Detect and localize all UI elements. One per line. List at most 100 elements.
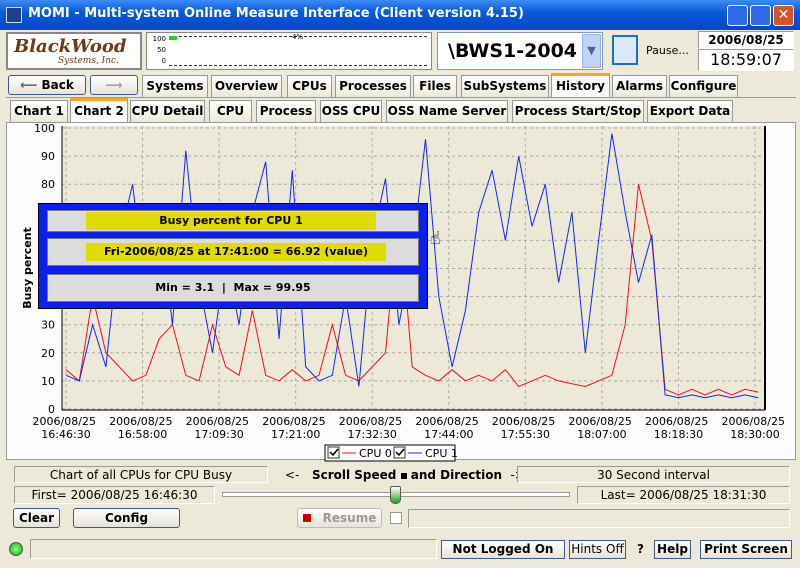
- gauge-tick: 0: [161, 57, 166, 65]
- minimize-button[interactable]: [727, 5, 748, 26]
- popup-row: Busy percent for CPU 1: [47, 210, 419, 232]
- app-icon: [6, 7, 22, 23]
- login-button[interactable]: Not Logged On: [441, 540, 565, 559]
- tab[interactable]: OSS CPU: [320, 100, 382, 122]
- pause-icon: [612, 35, 638, 65]
- y-tick-label: 90: [41, 150, 55, 163]
- legend-check: [329, 448, 339, 457]
- config-button[interactable]: Config: [73, 508, 180, 528]
- x-tick-time: 18:30:00: [730, 428, 779, 441]
- tab[interactable]: Alarms: [612, 75, 667, 97]
- legend-check: [395, 448, 405, 457]
- status-light: [9, 542, 23, 556]
- tab[interactable]: CPU Detail: [130, 100, 205, 122]
- tab[interactable]: Chart 2: [70, 98, 128, 122]
- tab[interactable]: Overview: [211, 75, 282, 97]
- resume-button[interactable]: Resume: [297, 508, 382, 528]
- x-tick-label: 2006/08/25 16:58:00: [109, 415, 176, 441]
- scroll-caption: <- Scroll Speed and Direction ->: [285, 468, 525, 482]
- tab[interactable]: OSS Name Server: [386, 100, 508, 122]
- x-tick-time: 18:07:00: [577, 428, 626, 441]
- hints-button[interactable]: Hints Off: [569, 540, 626, 559]
- gauge: 100 50 0 4%: [146, 32, 432, 70]
- tab[interactable]: Chart 1: [10, 100, 68, 122]
- resume-icon: [302, 514, 311, 522]
- gauge-ticks: 100 50 0: [150, 34, 166, 67]
- y-tick-label: 80: [41, 178, 55, 191]
- interval-box: 30 Second interval: [517, 466, 790, 483]
- scroll-left: <-: [285, 468, 300, 482]
- logo-tagline: Systems, Inc.: [58, 56, 119, 66]
- help-button[interactable]: Help: [654, 540, 691, 559]
- gauge-bar: [169, 36, 177, 40]
- system-select[interactable]: \BWS1-2004 ▼: [437, 32, 603, 70]
- question-mark[interactable]: ?: [637, 542, 644, 556]
- x-tick-label: 2006/08/25 18:07:00: [568, 415, 635, 441]
- x-tick-date: 2006/08/25: [415, 415, 482, 428]
- x-tick-date: 2006/08/25: [33, 415, 100, 428]
- tab[interactable]: Processes: [335, 75, 411, 97]
- time-box: 18:59:07: [698, 49, 794, 71]
- popup-row: Fri-2006/08/25 at 17:41:00 = 66.92 (valu…: [47, 238, 419, 266]
- tab[interactable]: CPU: [209, 100, 252, 122]
- resume-label: Resume: [322, 511, 377, 525]
- back-button[interactable]: ⟵ Back: [8, 75, 86, 95]
- x-tick-date: 2006/08/25: [568, 415, 635, 428]
- x-tick-time: 16:46:30: [41, 428, 90, 441]
- pause-button[interactable]: Pause...: [610, 32, 696, 70]
- dropdown-arrow[interactable]: ▼: [582, 34, 601, 68]
- tab[interactable]: Files: [413, 75, 457, 97]
- scroll-marker: [400, 473, 407, 479]
- x-tick-label: 2006/08/25 17:32:30: [339, 415, 406, 441]
- first-box: First= 2006/08/25 16:46:30: [14, 486, 215, 504]
- tab[interactable]: Configure: [669, 75, 738, 97]
- tooltip-popup: Busy percent for CPU 1 Fri-2006/08/25 at…: [38, 203, 428, 309]
- tab[interactable]: History: [551, 73, 610, 97]
- x-tick-time: 16:58:00: [118, 428, 167, 441]
- legend-checkbox: [393, 446, 406, 459]
- tab[interactable]: SubSystems: [461, 75, 549, 97]
- tab[interactable]: Export Data: [647, 100, 733, 122]
- x-tick-time: 17:55:30: [501, 428, 550, 441]
- x-tick-date: 2006/08/25: [186, 415, 253, 428]
- close-button[interactable]: ✕: [773, 5, 794, 26]
- tab[interactable]: Process: [256, 100, 316, 122]
- tab[interactable]: CPUs: [287, 75, 332, 97]
- legend-label: CPU 1: [425, 447, 458, 460]
- clear-button[interactable]: Clear: [13, 508, 60, 528]
- maximize-button[interactable]: [750, 5, 771, 26]
- legend-checkbox: [327, 446, 340, 459]
- slider-thumb[interactable]: [390, 486, 401, 504]
- checkbox[interactable]: [390, 512, 402, 524]
- data-line: [65, 184, 759, 396]
- print-button[interactable]: Print Screen: [700, 540, 792, 559]
- scroll-label: Scroll Speed: [311, 468, 397, 482]
- window-title: MOMI - Multi-system Online Measure Inter…: [28, 6, 524, 21]
- y-tick-label: 20: [41, 347, 55, 360]
- y-tick-label: 100: [34, 122, 55, 135]
- system-name: \BWS1-2004: [448, 40, 578, 62]
- x-tick-time: 17:21:00: [271, 428, 320, 441]
- y-axis-label: Busy percent: [21, 227, 34, 309]
- pause-label: Pause...: [646, 44, 689, 57]
- date-box: 2006/08/25: [698, 31, 794, 49]
- cursor: ☝: [430, 228, 441, 249]
- gauge-track: [169, 36, 427, 66]
- x-tick-label: 2006/08/25 17:55:30: [492, 415, 559, 441]
- x-tick-time: 17:32:30: [348, 428, 397, 441]
- x-tick-label: 2006/08/25 17:44:00: [415, 415, 482, 441]
- forward-button[interactable]: ⟶: [90, 75, 138, 95]
- x-tick-time: 18:18:30: [654, 428, 703, 441]
- gauge-label: 4%: [292, 33, 304, 41]
- x-tick-date: 2006/08/25: [339, 415, 406, 428]
- gauge-tick: 50: [157, 46, 166, 54]
- x-tick-date: 2006/08/25: [492, 415, 559, 428]
- tab[interactable]: Process Start/Stop: [512, 100, 644, 122]
- x-tick-label: 2006/08/25 18:18:30: [645, 415, 712, 441]
- y-tick-label: 30: [41, 319, 55, 332]
- progress-box: [408, 509, 790, 528]
- legend-label: CPU 0: [359, 447, 392, 460]
- tab[interactable]: Systems: [142, 75, 208, 97]
- chart-description: Chart of all CPUs for CPU Busy: [14, 466, 268, 483]
